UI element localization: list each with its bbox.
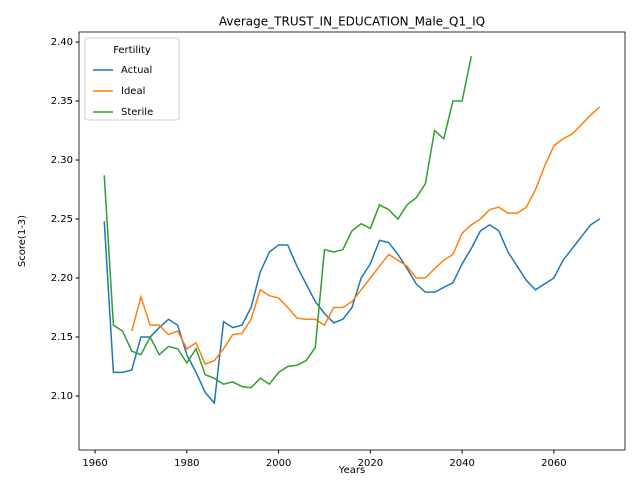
x-tick-label: 1980 <box>174 458 199 469</box>
x-tick-label: 2040 <box>449 458 474 469</box>
y-axis-label: Score(1-3) <box>17 215 28 267</box>
legend-label: Sterile <box>121 107 153 118</box>
line-series <box>131 106 601 366</box>
x-tick-label: 1960 <box>82 458 107 469</box>
y-tick-label: 2.20 <box>51 273 73 284</box>
x-axis-label: Years <box>338 465 365 476</box>
legend-label: Actual <box>121 65 152 76</box>
y-tick-label: 2.25 <box>51 214 73 225</box>
chart-title: Average_TRUST_IN_EDUCATION_Male_Q1_IQ <box>219 15 485 29</box>
legend-label: Ideal <box>121 86 145 97</box>
line-series <box>103 56 473 389</box>
x-tick-label: 2060 <box>541 458 566 469</box>
y-tick-label: 2.15 <box>51 332 73 343</box>
legend-box <box>84 37 180 121</box>
y-tick-label: 2.35 <box>51 96 73 107</box>
legend-title: Fertility <box>113 45 151 56</box>
x-tick-label: 2000 <box>266 458 291 469</box>
line-series <box>103 218 601 405</box>
x-tick-label: 2020 <box>358 458 383 469</box>
plot-frame <box>78 31 626 451</box>
y-tick-label: 2.10 <box>51 391 73 402</box>
y-tick-label: 2.40 <box>51 37 73 48</box>
y-tick-label: 2.30 <box>51 155 73 166</box>
